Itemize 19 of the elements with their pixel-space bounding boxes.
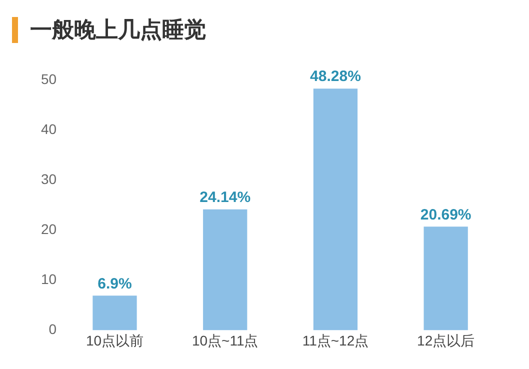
data-label: 24.14%	[200, 189, 251, 206]
x-tick-label: 12点以后	[417, 332, 475, 348]
bar	[203, 209, 248, 330]
y-tick-label: 50	[40, 70, 57, 87]
y-tick-label: 40	[40, 120, 57, 137]
x-tick-label: 11点~12点	[302, 332, 369, 348]
bar	[424, 226, 468, 330]
x-tick-label: 10点以前	[86, 332, 144, 348]
data-label: 48.28%	[310, 68, 361, 86]
data-label: 6.9%	[98, 275, 132, 292]
y-tick-label: 10	[40, 271, 57, 288]
x-tick-label: 10点~11点	[192, 332, 258, 348]
y-tick-label: 30	[40, 170, 57, 187]
bar	[313, 88, 358, 330]
bar	[92, 296, 137, 330]
data-label: 20.69%	[420, 206, 472, 224]
y-tick-label: 20	[40, 220, 57, 237]
y-tick-label: 0	[48, 321, 57, 338]
chart-title: 一般晚上几点睡觉	[30, 16, 206, 44]
